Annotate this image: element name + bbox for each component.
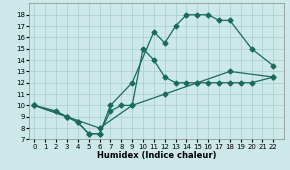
X-axis label: Humidex (Indice chaleur): Humidex (Indice chaleur) [97, 151, 216, 160]
